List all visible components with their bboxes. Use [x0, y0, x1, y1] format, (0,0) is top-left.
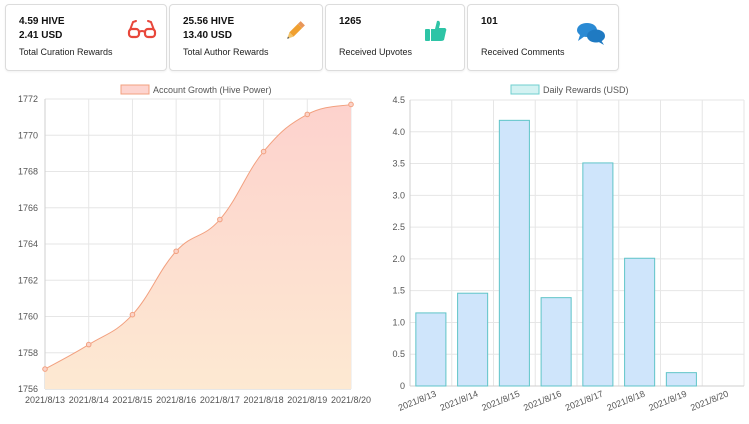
upvotes-card: 1265 Received Upvotes: [325, 4, 465, 71]
y-tick-label: 1756: [18, 384, 38, 394]
x-tick-label: 2021/8/17: [564, 389, 605, 413]
x-tick-label: 2021/8/18: [605, 389, 646, 413]
upvotes-label: Received Upvotes: [339, 47, 413, 57]
x-tick-label: 2021/8/19: [287, 395, 327, 405]
x-tick-label: 2021/8/14: [438, 389, 479, 413]
data-point-2021-8-15[interactable]: [129, 311, 136, 318]
x-tick-label: 2021/8/20: [689, 389, 730, 413]
y-tick-label: 0.5: [392, 349, 405, 359]
bar-2021-8-13[interactable]: [415, 312, 447, 387]
y-tick-label: 1772: [18, 94, 38, 104]
x-tick-label: 2021/8/15: [480, 389, 521, 413]
y-tick-label: 1768: [18, 167, 38, 177]
glasses-icon: [127, 20, 157, 39]
y-tick-label: 1770: [18, 130, 38, 140]
data-point-2021-8-14[interactable]: [85, 341, 92, 348]
y-tick-label: 1.5: [392, 286, 405, 296]
upvotes-value: 1265: [339, 16, 362, 27]
comments-card: 101 Received Comments: [467, 4, 619, 71]
x-tick-label: 2021/8/20: [331, 395, 371, 405]
comments-icon: [577, 23, 605, 45]
y-tick-label: 1762: [18, 275, 38, 285]
data-point-2021-8-13[interactable]: [42, 366, 48, 372]
curation-rewards-card: 4.59 HIVE 2.41 USD Total Curation Reward…: [5, 4, 167, 71]
pencil-icon: [287, 21, 305, 39]
y-tick-label: 3.0: [392, 190, 405, 200]
y-tick-label: 1760: [18, 312, 38, 322]
y-tick-label: 1764: [18, 239, 38, 249]
y-tick-label: 2.0: [392, 254, 405, 264]
x-tick-label: 2021/8/14: [69, 395, 109, 405]
y-tick-label: 1.0: [392, 317, 405, 327]
y-tick-label: 4.5: [392, 95, 405, 105]
x-tick-label: 2021/8/16: [156, 395, 196, 405]
daily-rewards-legend-label: Daily Rewards (USD): [543, 85, 629, 95]
bar-2021-8-15[interactable]: [498, 119, 530, 387]
curation-usd-value: 2.41 USD: [19, 30, 63, 41]
data-point-2021-8-19[interactable]: [304, 111, 311, 118]
data-point-2021-8-20[interactable]: [348, 101, 354, 108]
bar-2021-8-16[interactable]: [540, 297, 572, 387]
daily-rewards-legend-swatch: [510, 84, 540, 95]
daily-rewards-legend[interactable]: Daily Rewards (USD): [510, 84, 629, 95]
author-rewards-card: 25.56 HIVE 13.40 USD Total Author Reward…: [169, 4, 323, 71]
author-usd-value: 13.40 USD: [183, 30, 232, 41]
account-growth-legend-swatch: [120, 84, 150, 95]
curation-hive-value: 4.59 HIVE: [19, 16, 65, 27]
author-hive-value: 25.56 HIVE: [183, 16, 235, 27]
comments-label: Received Comments: [481, 47, 565, 57]
x-tick-label: 2021/8/17: [200, 395, 240, 405]
y-tick-label: 0: [400, 381, 405, 391]
account-growth-legend[interactable]: Account Growth (Hive Power): [120, 84, 272, 95]
x-tick-label: 2021/8/18: [244, 395, 284, 405]
y-tick-label: 2.5: [392, 222, 405, 232]
x-tick-label: 2021/8/13: [25, 395, 65, 405]
y-tick-label: 4.0: [392, 127, 405, 137]
bar-2021-8-17[interactable]: [582, 162, 614, 387]
author-rewards-label: Total Author Rewards: [183, 47, 269, 57]
x-tick-label: 2021/8/19: [647, 389, 688, 413]
y-tick-label: 3.5: [392, 159, 405, 169]
comments-value: 101: [481, 16, 498, 27]
x-tick-label: 2021/8/16: [522, 389, 563, 413]
account-growth-chart: Account Growth (Hive Power) 1756 1758 1760…: [18, 84, 371, 405]
data-point-2021-8-18[interactable]: [260, 148, 267, 155]
x-tick-label: 2021/8/13: [397, 389, 438, 413]
account-growth-legend-label: Account Growth (Hive Power): [153, 85, 272, 95]
account-growth-line: [44, 103, 352, 370]
bar-2021-8-18[interactable]: [624, 257, 656, 387]
data-point-2021-8-17[interactable]: [217, 216, 223, 223]
thumbs-up-icon: [425, 20, 447, 41]
x-tick-label: 2021/8/15: [112, 395, 152, 405]
y-tick-label: 1758: [18, 348, 38, 358]
curation-rewards-label: Total Curation Rewards: [19, 47, 113, 57]
account-growth-area: [45, 104, 351, 389]
y-tick-label: 1766: [18, 203, 38, 213]
bar-2021-8-14[interactable]: [457, 292, 489, 387]
bar-2021-8-19[interactable]: [665, 372, 697, 387]
data-point-2021-8-16[interactable]: [173, 248, 179, 255]
daily-rewards-chart: Daily Rewards (USD) 0 0.5 1.0 1.5 2.0 2.5 3.0 3…: [392, 84, 745, 413]
